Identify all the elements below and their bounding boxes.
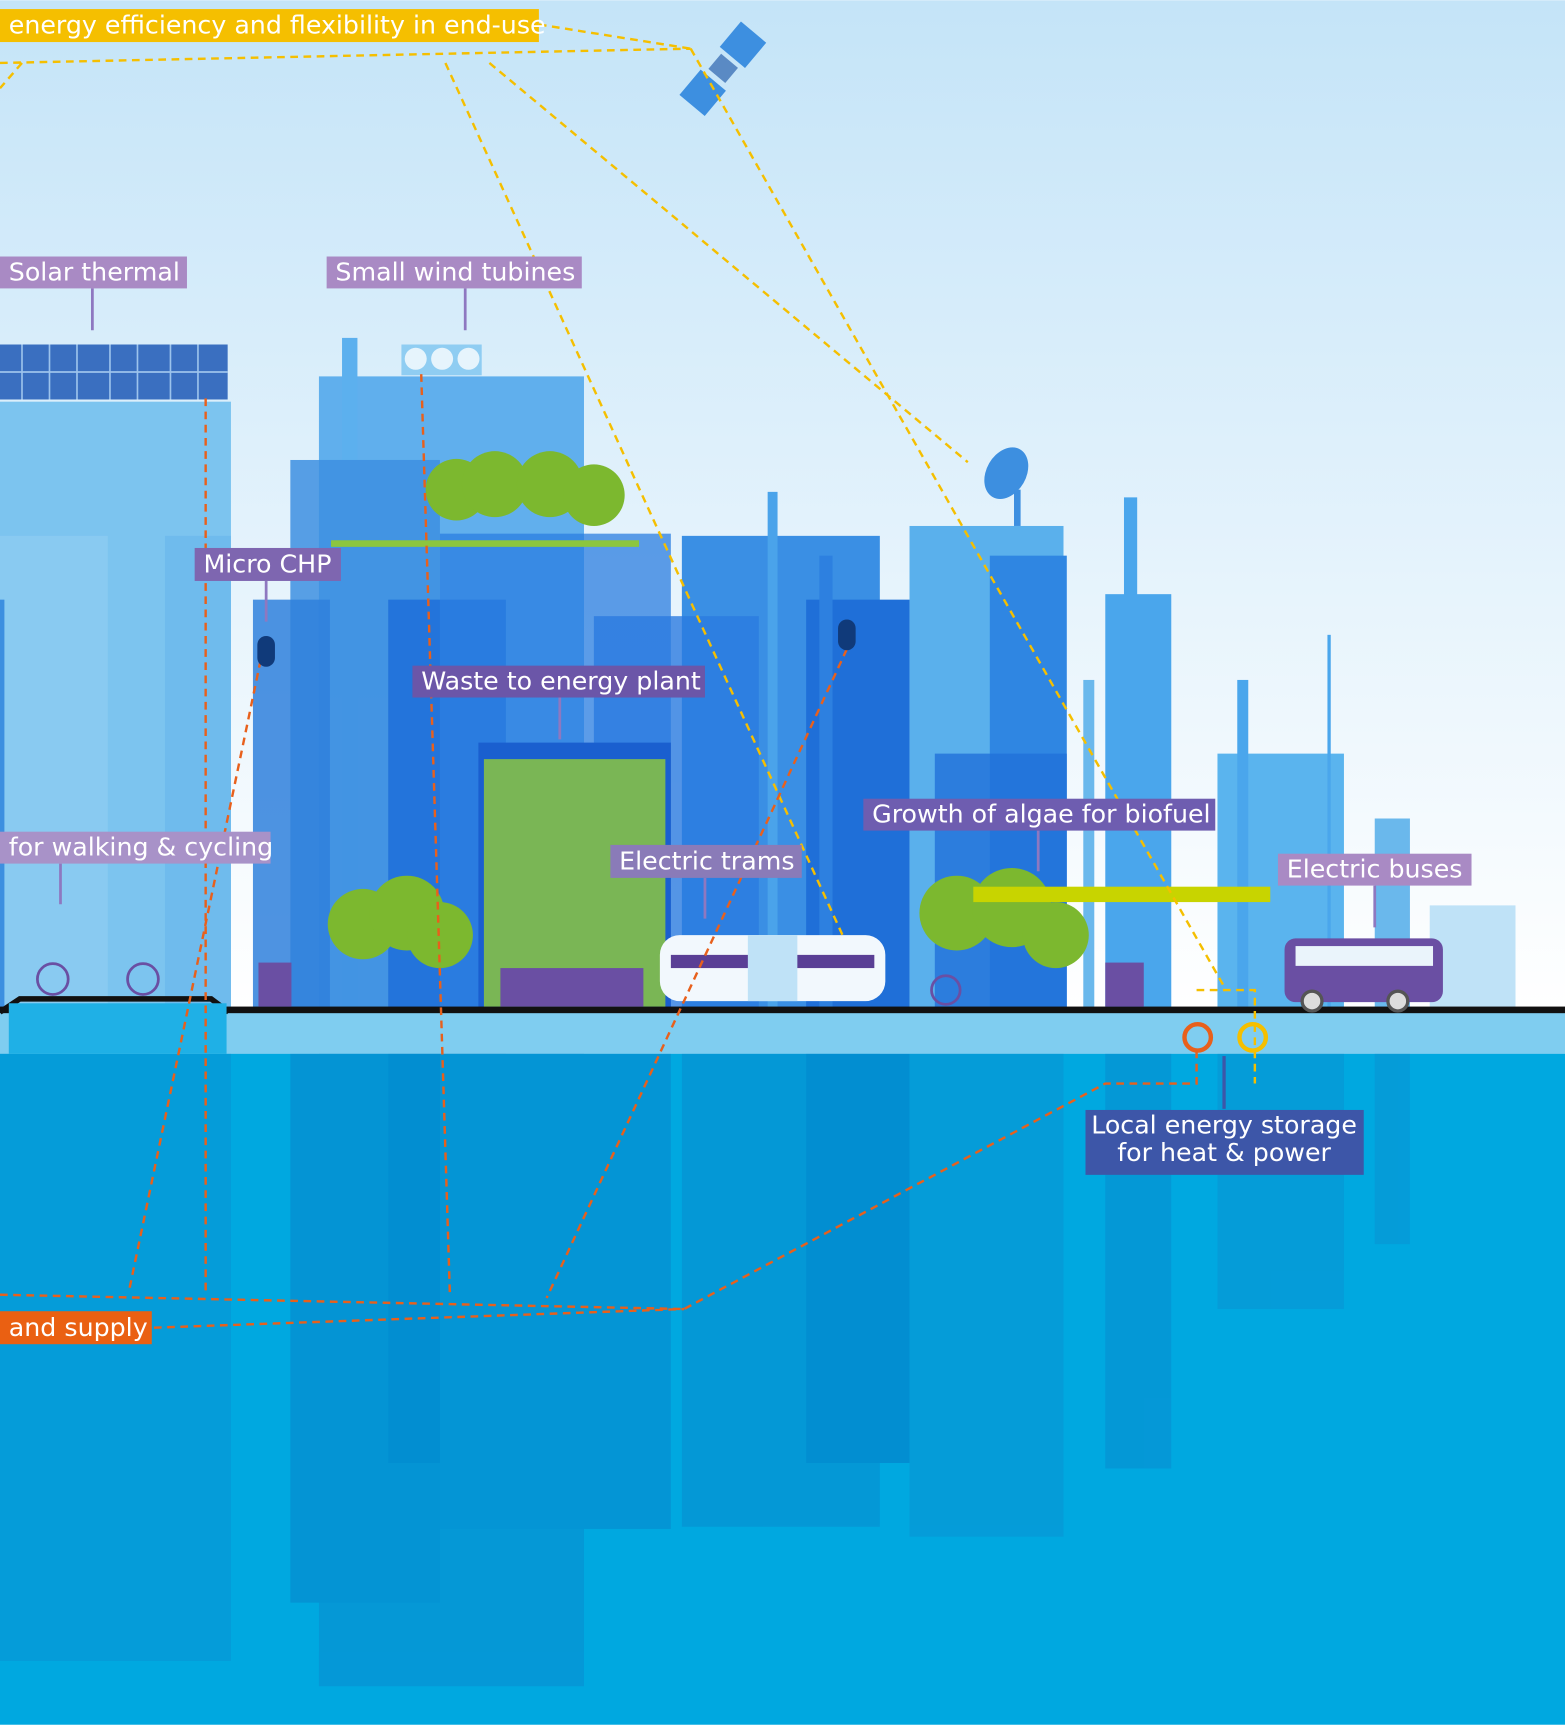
wind-turbines xyxy=(401,344,482,376)
label: Micro CHP xyxy=(203,550,331,579)
solar-panel xyxy=(0,344,228,400)
bus xyxy=(1284,938,1443,1013)
label-box xyxy=(0,9,539,43)
trees xyxy=(327,759,1089,1007)
labels: energy efficiency and flexibility in end… xyxy=(0,9,1472,1345)
label-box xyxy=(0,831,271,864)
label: Growth of algae for biofuel xyxy=(872,800,1210,829)
algae-tube xyxy=(973,886,1271,903)
label-box xyxy=(0,1311,152,1345)
label: Electric buses xyxy=(1287,855,1463,884)
energy-lines xyxy=(0,23,1269,1329)
roof-garden xyxy=(331,451,639,547)
label: energy efficiency and flexibility in end… xyxy=(9,11,546,40)
label: for heat & power xyxy=(1117,1138,1331,1167)
ground-band xyxy=(0,1012,1565,1057)
label: for walking & cycling xyxy=(9,833,273,862)
label: Waste to energy plant xyxy=(421,667,701,696)
label-box xyxy=(1085,1109,1364,1175)
label-box xyxy=(412,665,705,698)
label: Electric trams xyxy=(619,847,794,876)
label: Small wind tubines xyxy=(335,258,575,287)
label-box xyxy=(610,844,802,878)
micro-chp-units xyxy=(257,619,856,667)
label-box xyxy=(863,798,1216,831)
people xyxy=(36,962,1144,1007)
label-box xyxy=(326,256,582,289)
tram xyxy=(659,935,886,1002)
label: Local energy storage xyxy=(1091,1110,1357,1139)
road xyxy=(0,996,1565,1054)
reflections xyxy=(0,1053,1410,1687)
label-box xyxy=(0,256,187,289)
label-box xyxy=(194,547,341,581)
label-box xyxy=(1277,853,1472,886)
satellite xyxy=(679,21,767,117)
label: and supply xyxy=(9,1313,148,1342)
arrows xyxy=(59,288,1377,928)
label: Solar thermal xyxy=(9,258,180,287)
radar-dish xyxy=(984,447,1029,526)
